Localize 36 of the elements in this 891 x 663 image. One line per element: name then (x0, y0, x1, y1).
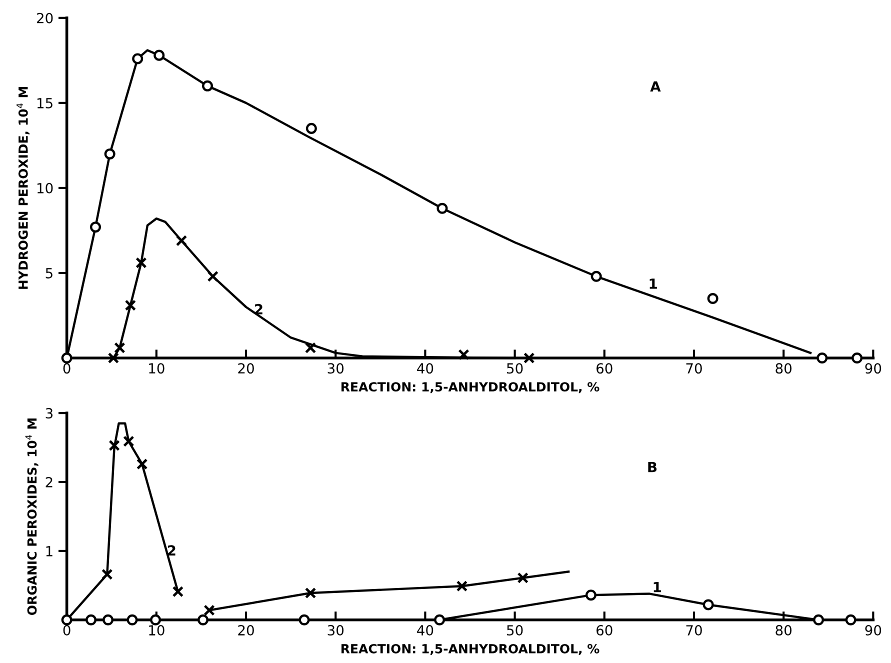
annotation: 1 (650, 278, 657, 289)
y-axis-title: ORGANIC PEROXIDES, 10$^{4}$ M (25, 418, 38, 616)
x-tick-label: 20 (238, 625, 254, 636)
x-tick-label: 0 (63, 625, 70, 636)
annotation: 1 (654, 582, 661, 592)
x-tick-label: 10 (149, 625, 164, 636)
x-tick-label: 20 (238, 363, 254, 374)
x-tick-label: 30 (328, 363, 344, 374)
x-tick-label: 40 (417, 625, 434, 636)
annotation: B (648, 462, 657, 472)
x-tick-label: 90 (865, 363, 882, 374)
y-tick-label: 3 (46, 408, 53, 419)
annotation: A (650, 81, 661, 92)
x-tick-label: 50 (507, 625, 523, 636)
annotation: 2 (168, 545, 176, 556)
x-tick-label: 30 (328, 625, 344, 636)
x-axis-title: REACTION: 1,5-ANHYDROALDITOL, % (341, 644, 600, 656)
y-tick-label: 2 (46, 476, 52, 488)
x-tick-label: 70 (686, 625, 702, 636)
x-tick-label: 90 (865, 625, 882, 636)
x-tick-label: 80 (776, 625, 792, 636)
x-tick-label: 10 (149, 363, 164, 374)
x-tick-label: 80 (776, 363, 792, 374)
y-tick-label: 1 (46, 546, 52, 556)
x-tick-label: 50 (507, 363, 523, 374)
x-tick-label: 60 (596, 625, 612, 636)
y-tick-label: 5 (46, 268, 52, 278)
x-tick-label: 70 (686, 363, 702, 374)
y-axis-title: HYDROGEN PEROXIDE, 10$^{4}$ M (16, 87, 30, 289)
x-tick-label: 60 (596, 363, 612, 374)
x-tick-label: 0 (63, 363, 70, 374)
x-tick-label: 40 (417, 363, 434, 374)
y-tick-label: 15 (37, 98, 52, 108)
x-axis-title: REACTION: 1,5-ANHYDROALDITOL, % (341, 382, 600, 394)
y-tick-label: 20 (36, 12, 53, 24)
y-tick-label: 10 (37, 182, 53, 194)
